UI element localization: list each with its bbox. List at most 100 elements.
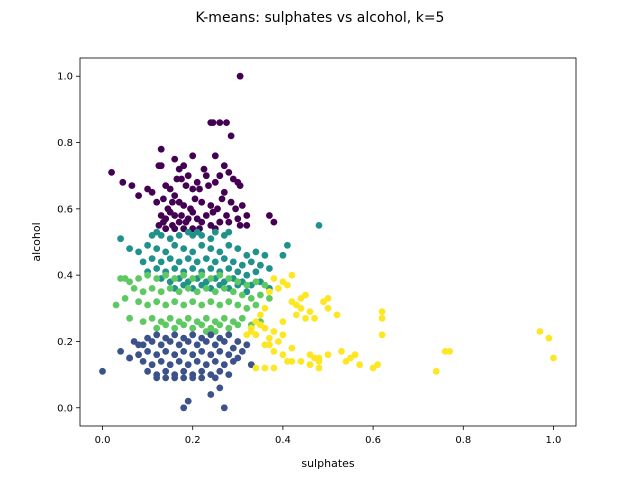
cluster-0-point (236, 182, 244, 190)
cluster-2-point (157, 288, 165, 296)
cluster-2-point (153, 275, 161, 282)
cluster-0-point (148, 188, 156, 196)
cluster-2-point (171, 275, 179, 282)
cluster-0-point (157, 145, 165, 153)
cluster-4-point (342, 358, 350, 365)
cluster-2-point (252, 301, 260, 309)
cluster-0-point (216, 172, 224, 180)
cluster-3-point (144, 348, 152, 355)
cluster-2-point (135, 275, 143, 282)
cluster-1-point (202, 255, 210, 262)
cluster-2-point (166, 314, 174, 322)
cluster-0-point (200, 165, 208, 173)
cluster-3-point (189, 374, 197, 382)
cluster-1-point (284, 241, 291, 249)
cluster-3-point (153, 374, 161, 382)
cluster-4-point (288, 271, 296, 279)
y-tick-label: 0.4 (57, 271, 73, 282)
cluster-2-point (189, 298, 197, 306)
cluster-0-point (209, 208, 217, 216)
cluster-0-point (189, 208, 197, 216)
cluster-1-point (207, 235, 215, 243)
cluster-3-point (180, 348, 188, 355)
x-tick-label: 1.0 (546, 435, 562, 446)
cluster-4-point (275, 338, 282, 345)
cluster-0-point (128, 182, 136, 190)
cluster-0-point (171, 155, 179, 163)
cluster-0-point (225, 218, 233, 226)
cluster-3-point (162, 367, 170, 375)
cluster-2-point (184, 285, 192, 292)
cluster-3-point (117, 348, 124, 355)
x-axis-label: sulphates (301, 457, 355, 470)
cluster-4-point (302, 291, 309, 299)
cluster-4-point (257, 311, 264, 319)
cluster-3-point (126, 354, 133, 362)
cluster-3-point (99, 367, 106, 375)
cluster-4-point (297, 358, 305, 365)
cluster-0-point (223, 119, 230, 126)
cluster-2-point (180, 321, 188, 329)
cluster-3-point (157, 341, 165, 349)
cluster-3-point (180, 367, 188, 375)
cluster-1-point (234, 245, 242, 253)
cluster-2-point (144, 271, 152, 279)
cluster-4-point (315, 354, 323, 362)
cluster-0-point (216, 218, 224, 226)
cluster-2-point (148, 314, 156, 322)
cluster-4-point (333, 311, 341, 319)
cluster-0-point (157, 162, 165, 170)
cluster-3-point (225, 331, 233, 339)
cluster-2-point (126, 314, 133, 322)
cluster-2-point (162, 271, 170, 279)
cluster-1-point (216, 248, 224, 256)
cluster-0-point (227, 132, 235, 140)
cluster-1-point (153, 265, 161, 272)
cluster-4-point (266, 334, 273, 342)
cluster-2-point (198, 301, 206, 309)
cluster-3-point (180, 404, 188, 412)
cluster-2-point (189, 324, 197, 332)
cluster-2-point (216, 321, 224, 329)
cluster-2-point (148, 285, 156, 292)
cluster-4-point (275, 285, 282, 292)
cluster-1-point (166, 235, 174, 243)
cluster-2-point (171, 298, 179, 306)
cluster-2-point (162, 301, 170, 309)
cluster-2-point (175, 288, 183, 296)
cluster-0-point (189, 185, 197, 193)
chart-title: K-means: sulphates vs alcohol, k=5 (196, 10, 445, 26)
cluster-4-point (378, 331, 386, 339)
cluster-0-point (119, 178, 127, 186)
cluster-3-point (135, 351, 143, 359)
x-tick-label: 0.8 (455, 435, 471, 446)
cluster-0-point (202, 172, 210, 180)
cluster-4-point (270, 328, 278, 335)
cluster-2-point (135, 298, 143, 306)
cluster-3-point (189, 351, 197, 359)
cluster-0-point (182, 182, 190, 190)
cluster-4-point (293, 301, 300, 309)
cluster-3-point (225, 371, 233, 378)
cluster-0-point (198, 198, 206, 206)
cluster-0-point (180, 202, 188, 209)
cluster-3-point (198, 374, 206, 382)
cluster-1-point (157, 232, 165, 239)
cluster-0-point (171, 212, 179, 219)
cluster-3-point (229, 344, 237, 352)
cluster-4-point (306, 361, 314, 369)
cluster-4-point (302, 314, 309, 322)
cluster-0-point (238, 202, 246, 209)
cluster-4-point (288, 344, 296, 352)
cluster-2-point (234, 278, 242, 286)
cluster-1-point (175, 232, 183, 239)
y-tick-label: 1.0 (57, 72, 73, 83)
cluster-0-point (220, 162, 228, 170)
cluster-0-point (162, 225, 170, 233)
cluster-2-point (126, 278, 133, 286)
cluster-2-point (243, 304, 251, 312)
cluster-0-point (243, 212, 251, 219)
cluster-3-point (202, 361, 210, 369)
cluster-4-point (378, 308, 386, 315)
cluster-3-point (180, 374, 188, 382)
